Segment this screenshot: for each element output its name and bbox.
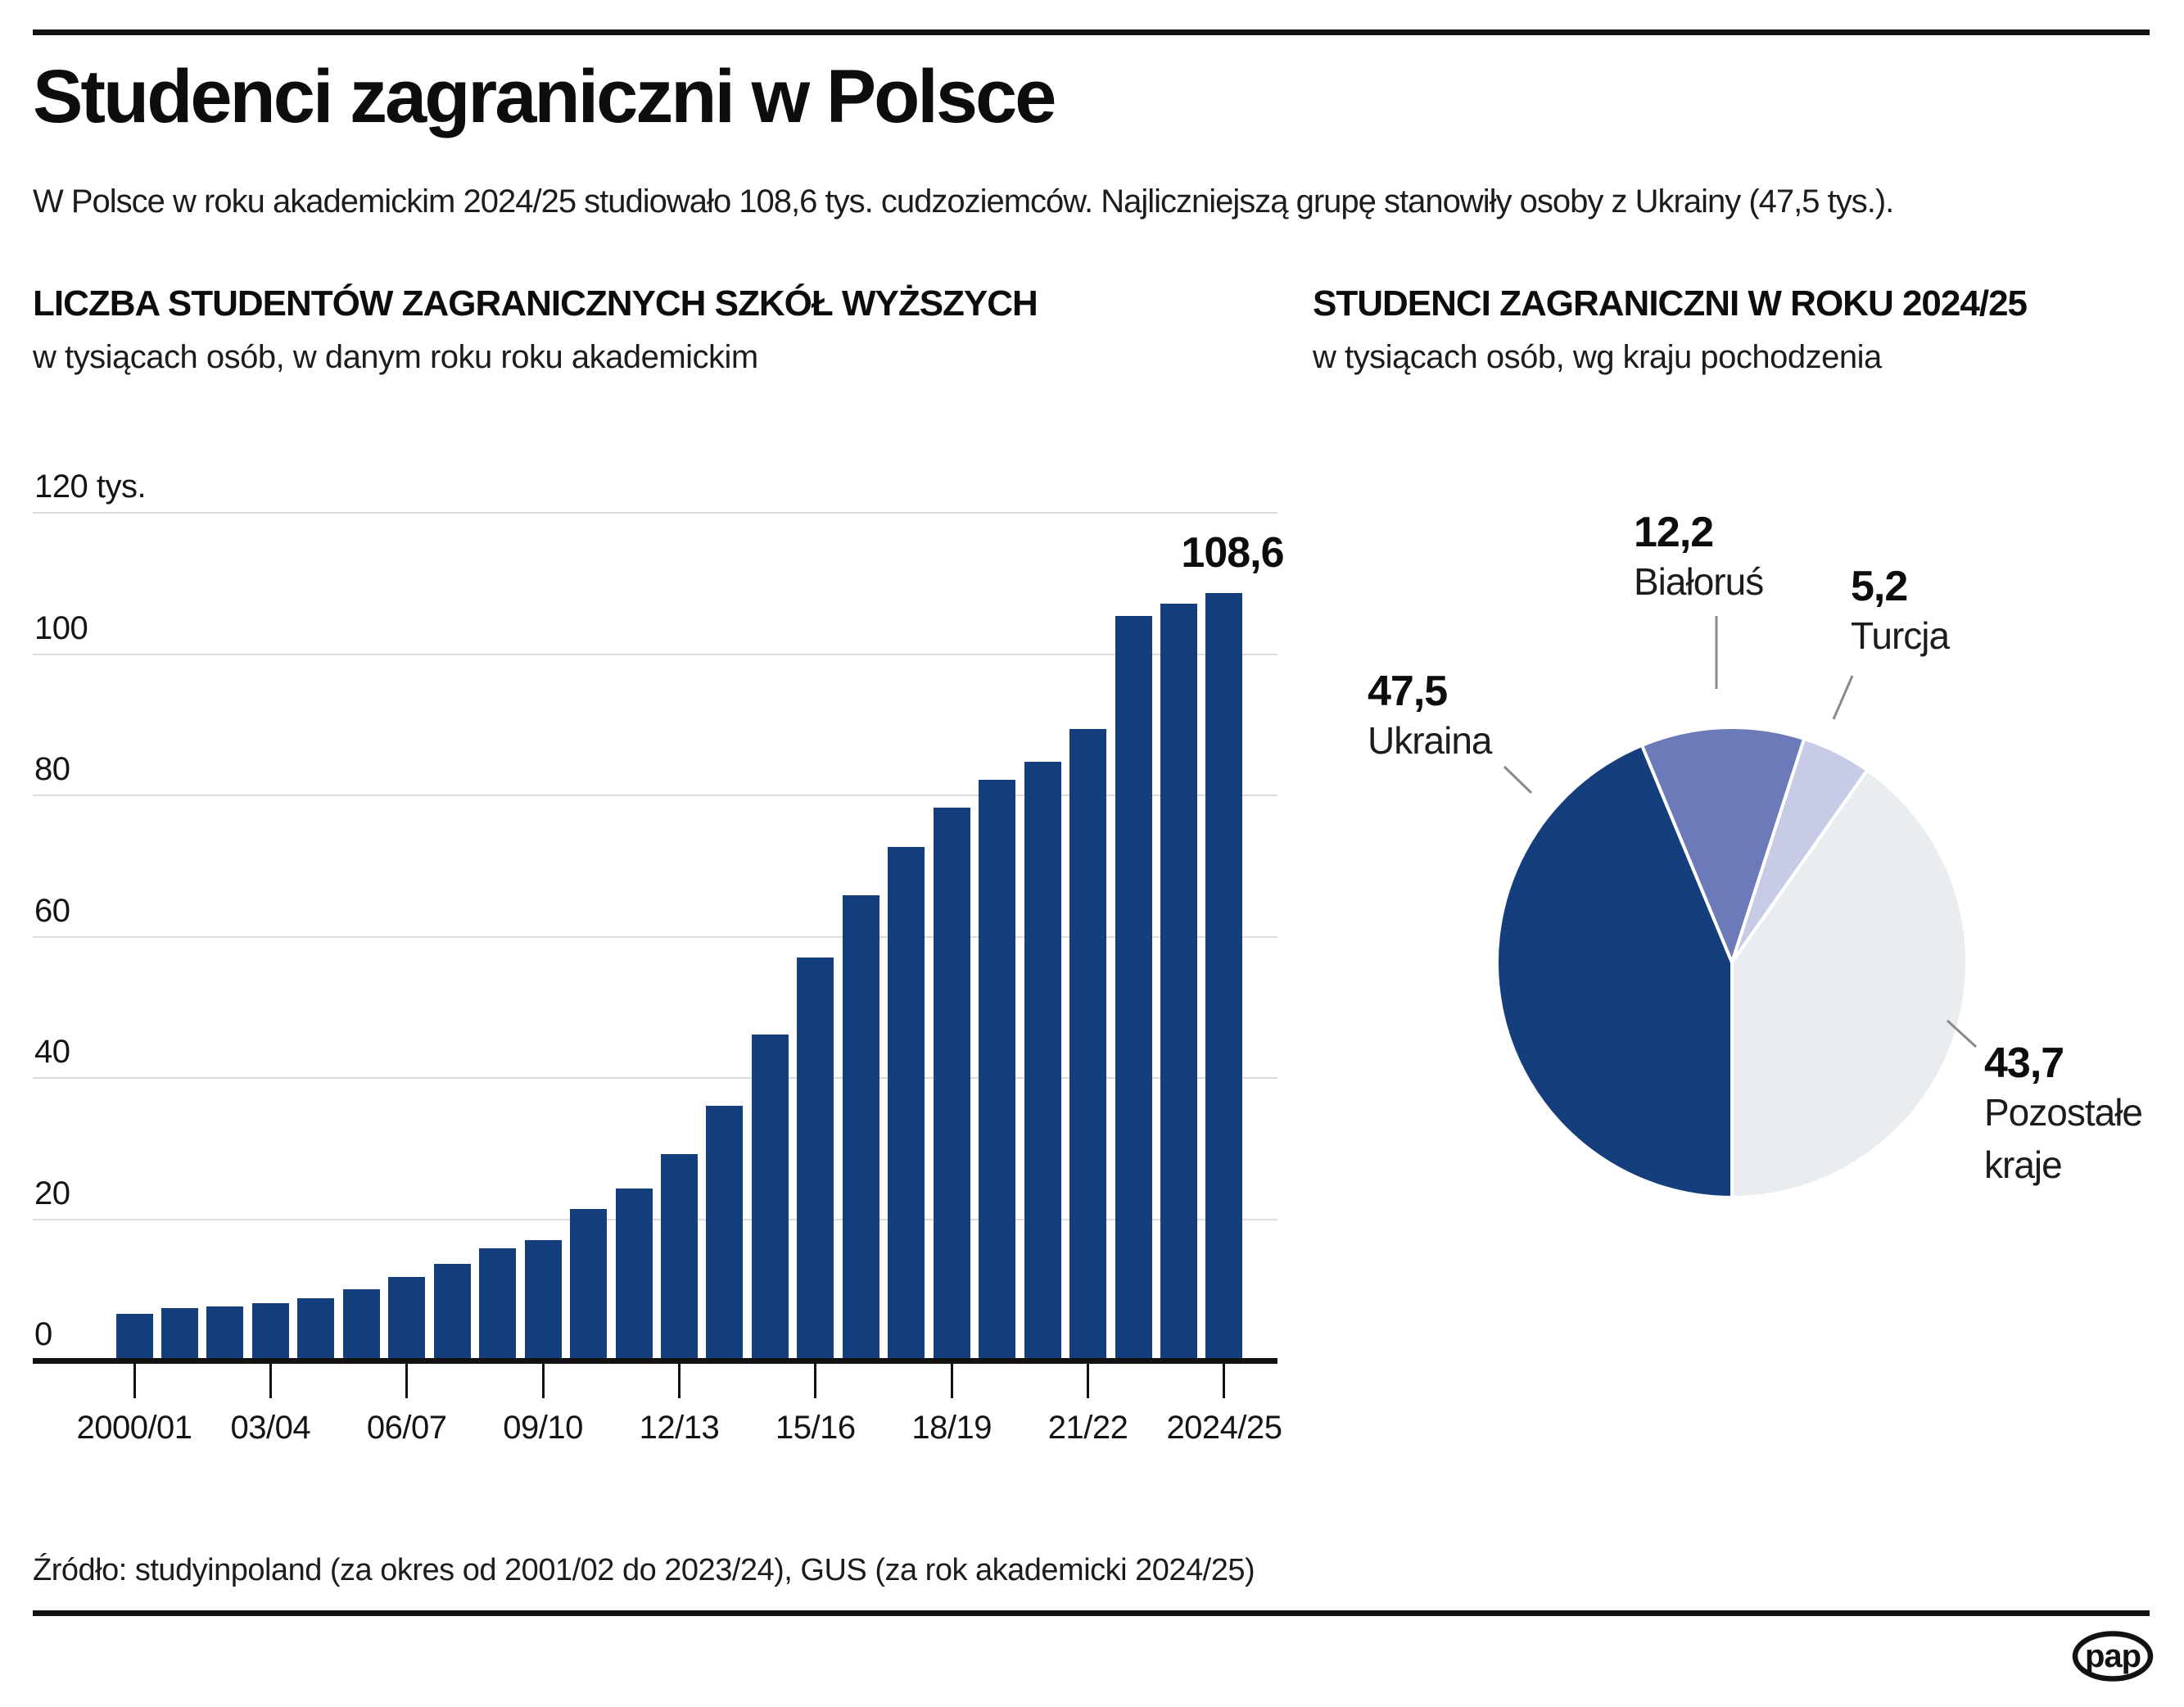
y-axis-label-100: 100 (34, 609, 88, 646)
bar-2005/06 (343, 1289, 380, 1361)
bar-2002/03 (206, 1306, 243, 1361)
bar-2014/15 (752, 1035, 789, 1361)
pie-value-turcja: 5,2 (1851, 563, 1908, 610)
pie-label-pozostale: 43,7 Pozostałe kraje (1984, 1039, 2177, 1191)
y-axis-label-0: 0 (34, 1316, 52, 1352)
x-tick-15/16 (814, 1364, 817, 1398)
page-title: Studenci zagraniczni w Polsce (33, 55, 1056, 138)
y-axis-label-20: 20 (34, 1175, 70, 1211)
pie-slice-ukraina (1494, 743, 1734, 1200)
pie-leader-line-ukraina (1503, 765, 1533, 795)
gridline-120 (33, 512, 1277, 514)
x-axis-label-12/13: 12/13 (639, 1410, 720, 1446)
bar-2004/05 (297, 1298, 334, 1361)
pie-chart (1494, 616, 1978, 1200)
gridline-40 (33, 1077, 1277, 1079)
pie-slice-bia-oru- (1639, 726, 1806, 967)
pie-name-pozostale: Pozostałe kraje (1984, 1091, 2143, 1186)
pie-section-title: STUDENCI ZAGRANICZNI W ROKU 2024/25 (1313, 283, 2028, 324)
bar-2021/22 (1069, 729, 1106, 1361)
pie-section-subtitle: w tysiącach osób, wg kraju pochodzenia (1313, 339, 1882, 375)
bar-2022/23 (1115, 616, 1152, 1361)
y-axis-label-60: 60 (34, 892, 70, 929)
bar-2013/14 (706, 1106, 743, 1361)
x-axis-label-15/16: 15/16 (775, 1410, 856, 1446)
pie-slice-pozosta-e-kraje (1730, 767, 1969, 1200)
gridline-100 (33, 653, 1277, 655)
bar-value-annotation: 108,6 (1181, 529, 1284, 577)
bar-2006/07 (388, 1277, 425, 1361)
bar-2010/11 (570, 1209, 607, 1361)
y-axis-label-80: 80 (34, 751, 70, 787)
x-axis-label-03/04: 03/04 (230, 1410, 311, 1446)
x-tick-03/04 (269, 1364, 272, 1398)
bar-chart: 120 tys. 100 80 60 40 20 0 2000/01 03/04 06/07 09/… (33, 459, 1285, 1499)
gridline-80 (33, 795, 1277, 796)
x-axis-label-2000/01: 2000/01 (76, 1410, 192, 1446)
bar-2012/13 (661, 1154, 698, 1361)
bar-2011/12 (616, 1189, 653, 1361)
y-axis-label-120: 120 tys. (34, 469, 147, 505)
x-tick-09/10 (541, 1364, 545, 1398)
x-tick-21/22 (1087, 1364, 1090, 1398)
x-axis-label-09/10: 09/10 (503, 1410, 583, 1446)
bar-2003/04 (252, 1303, 289, 1361)
pap-logo-text: pap (2085, 1638, 2141, 1674)
pie-name-bialorus: Białoruś (1634, 560, 1764, 604)
gridline-20 (33, 1218, 1277, 1220)
x-tick-2024/25 (1223, 1364, 1226, 1398)
pie-label-ukraina: 47,5 Ukraina (1368, 668, 1493, 767)
bar-2000/01 (116, 1314, 153, 1361)
x-axis-line (33, 1358, 1277, 1364)
bar-2023/24 (1160, 604, 1197, 1361)
pap-logo-ellipse (2072, 1631, 2154, 1682)
y-axis-label-40: 40 (34, 1034, 70, 1070)
x-axis-label-2024/25: 2024/25 (1166, 1410, 1282, 1446)
pie-leader-line-turcja (1832, 675, 1854, 720)
bar-2018/19 (934, 808, 970, 1361)
x-tick-2000/01 (133, 1364, 136, 1398)
pie-label-bialorus: 12,2 Białoruś (1634, 509, 1764, 609)
pie-value-pozostale: 43,7 (1984, 1039, 2064, 1087)
pie-name-turcja: Turcja (1851, 614, 1950, 658)
bar-2007/08 (434, 1264, 471, 1361)
pie-value-bialorus: 12,2 (1634, 509, 1714, 556)
page-subtitle: W Polsce w roku akademickim 2024/25 stud… (33, 183, 1894, 220)
bar-2009/10 (525, 1240, 562, 1361)
x-axis-label-06/07: 06/07 (366, 1410, 447, 1446)
gridline-60 (33, 935, 1277, 938)
pie-name-ukraina: Ukraina (1368, 719, 1493, 763)
bar-2020/21 (1024, 762, 1061, 1361)
bar-section-title: LICZBA STUDENTÓW ZAGRANICZNYCH SZKÓŁ WYŻ… (33, 283, 1038, 324)
x-tick-12/13 (677, 1364, 681, 1398)
pie-label-turcja: 5,2 Turcja (1851, 563, 1950, 663)
top-rule (33, 29, 2150, 35)
x-axis-label-21/22: 21/22 (1047, 1410, 1128, 1446)
x-tick-18/19 (950, 1364, 953, 1398)
source-line: Źródło: studyinpoland (za okres od 2001/… (33, 1553, 1255, 1587)
x-axis-label-18/19: 18/19 (911, 1410, 993, 1446)
bar-2016/17 (843, 895, 879, 1361)
bar-section-subtitle: w tysiącach osób, w danym roku roku akad… (33, 339, 758, 375)
bar-2015/16 (797, 958, 834, 1361)
bar-2001/02 (161, 1308, 198, 1361)
pie-leader-line-pozostale (1946, 1019, 1978, 1048)
bar-2008/09 (479, 1248, 516, 1361)
bar-2017/18 (888, 847, 925, 1361)
pie-value-ukraina: 47,5 (1368, 668, 1448, 715)
bottom-rule (33, 1610, 2150, 1616)
x-tick-06/07 (405, 1364, 409, 1398)
bar-2024/25 (1205, 593, 1242, 1361)
pap-logo: pap (2072, 1631, 2154, 1682)
bar-2019/20 (979, 780, 1015, 1361)
